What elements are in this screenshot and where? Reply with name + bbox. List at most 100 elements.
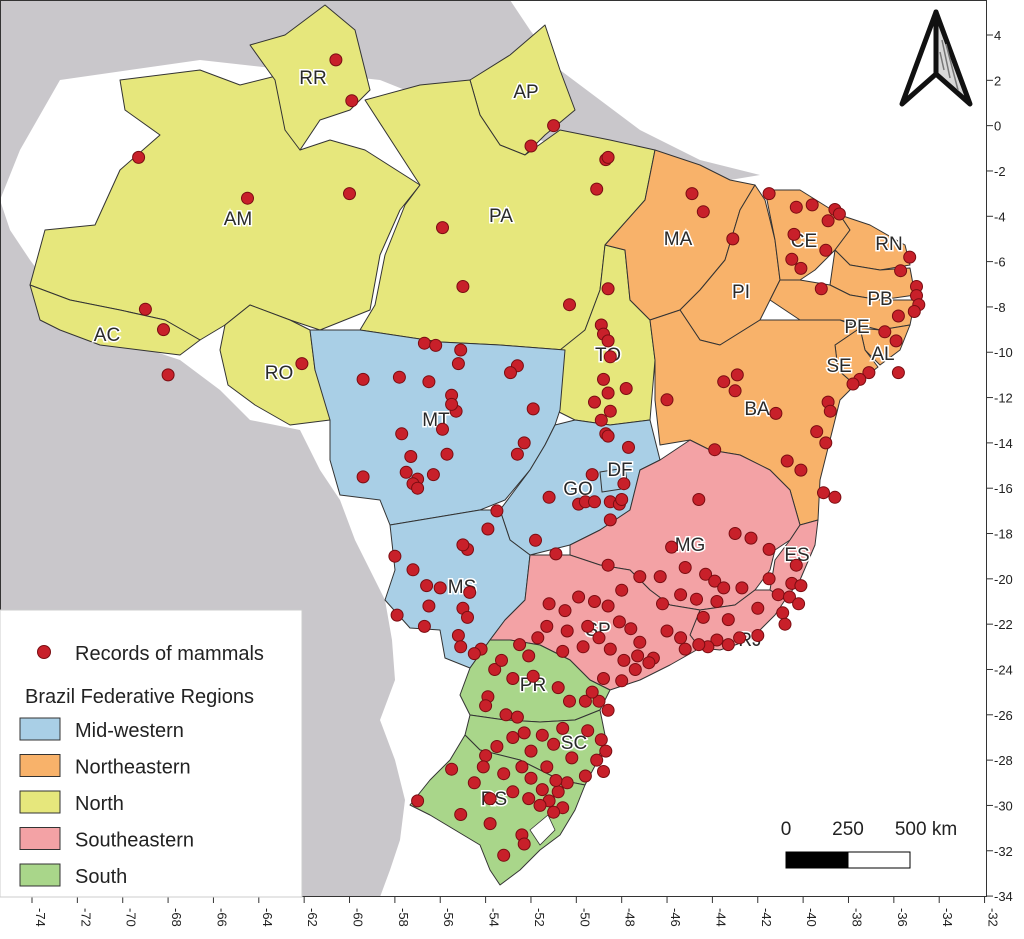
latitude-tick-label: -30 [994, 798, 1013, 813]
legend-swatch [19, 754, 61, 777]
mammal-record-point [678, 561, 692, 574]
mammal-record-point [878, 325, 892, 339]
latitude-tick-label: 0 [994, 119, 1001, 134]
mammal-record-point [730, 368, 744, 382]
mammal-record-point [783, 590, 796, 604]
longitude-tick-label: -34 [940, 908, 955, 927]
mammal-record-point [622, 440, 635, 454]
mammal-record-point [789, 200, 803, 214]
mammal-record-point [549, 774, 563, 787]
mammal-record-point [708, 574, 722, 588]
mammal-record-point [699, 567, 713, 581]
mammal-record-point [615, 583, 629, 597]
mammal-record-point [717, 375, 731, 389]
mammal-record-point [456, 538, 470, 552]
map-frame [0, 0, 987, 897]
legend: Records of mammals Brazil Federative Reg… [0, 609, 303, 898]
mammal-record-point [633, 570, 647, 584]
mammal-record-point [388, 549, 402, 563]
longitude-tick-label: -58 [396, 908, 411, 927]
mammal-record-point [794, 261, 808, 275]
mammal-record-point [590, 182, 604, 196]
legend-record-symbol [37, 645, 51, 659]
latitude-tick-label: -32 [994, 844, 1013, 859]
label-rn: RN [875, 234, 902, 255]
mammal-record-point [535, 783, 549, 797]
longitude-tick-label: -48 [623, 908, 638, 927]
latitude-tick-label: -28 [994, 753, 1013, 768]
mammal-record-point [762, 187, 776, 201]
longitude-tick-label: -60 [351, 908, 366, 927]
mammal-record-point [524, 744, 538, 758]
mammal-record-point [345, 94, 359, 108]
mammal-record-point [572, 590, 586, 604]
mammal-record-point [551, 785, 565, 799]
mammal-record-point [601, 703, 615, 717]
mammal-record-point [445, 397, 459, 411]
legend-swatch [19, 827, 61, 850]
mammal-record-point [531, 631, 545, 645]
mammal-record-point [828, 490, 842, 504]
latitude-tick-label: -24 [994, 662, 1013, 677]
label-al: AL [871, 344, 894, 365]
mammal-record-point [601, 386, 615, 400]
mammal-record-point [769, 406, 783, 420]
label-am: AM [224, 209, 253, 230]
label-es: ES [784, 545, 809, 566]
mammal-record-point [581, 724, 595, 738]
mammal-record-point [601, 429, 615, 443]
mammal-record-point [479, 749, 493, 763]
label-ac: AC [94, 325, 120, 346]
longitude-tick-label: -46 [668, 908, 683, 927]
mammal-record-point [891, 366, 905, 380]
mammal-record-point [356, 470, 370, 484]
mammal-record-point [426, 468, 440, 482]
mammal-record-point [776, 606, 790, 620]
mammal-record-point [814, 282, 828, 296]
state-am [29, 69, 421, 341]
mammal-record-point [506, 672, 520, 685]
mammal-record-point [560, 776, 574, 790]
mammal-record-point [588, 595, 601, 608]
label-mg: MG [675, 535, 706, 556]
mammal-record-point [778, 617, 792, 631]
state-ac [29, 284, 201, 356]
mammal-record-point [907, 305, 921, 318]
mammal-record-point [744, 531, 758, 545]
mammal-record-point [529, 533, 542, 547]
mammal-record-point [601, 282, 615, 296]
mammal-record-point [660, 393, 674, 407]
mammal-record-point [597, 765, 610, 778]
mammal-record-point [597, 672, 610, 685]
mammal-record-point [329, 53, 343, 67]
mammal-record-point [488, 663, 502, 676]
mammal-record-point [540, 619, 554, 633]
mammal-record-point [433, 581, 447, 595]
mammal-record-point [513, 638, 527, 652]
mammal-record-point [751, 629, 765, 642]
mammal-record-point [440, 447, 454, 461]
mammal-record-point [483, 817, 497, 831]
mammal-record-point [451, 357, 465, 371]
mammal-record-point [603, 513, 617, 527]
mammal-record-point [542, 597, 556, 611]
label-pe: PE [844, 317, 869, 338]
scale-mid: 250 [832, 819, 864, 840]
latitude-tick-label: -20 [994, 572, 1013, 587]
mammal-record-point [429, 338, 443, 352]
scale-white-segment [847, 851, 911, 869]
legend-swatch [19, 790, 61, 814]
longitude-tick-label: -72 [78, 908, 93, 927]
mammal-record-point [862, 366, 876, 380]
mammal-record-point [540, 760, 554, 774]
longitude-tick-label: -62 [305, 908, 320, 927]
mammal-record-point [588, 395, 601, 409]
mammal-record-point [395, 427, 409, 441]
mammal-record-point [603, 404, 617, 418]
mammal-record-point [526, 669, 540, 683]
records-layer [132, 53, 926, 862]
mammal-record-point [506, 785, 520, 799]
mammal-record-point [578, 694, 592, 708]
mammal-record-point [504, 366, 517, 380]
mammal-record-point [819, 243, 833, 257]
